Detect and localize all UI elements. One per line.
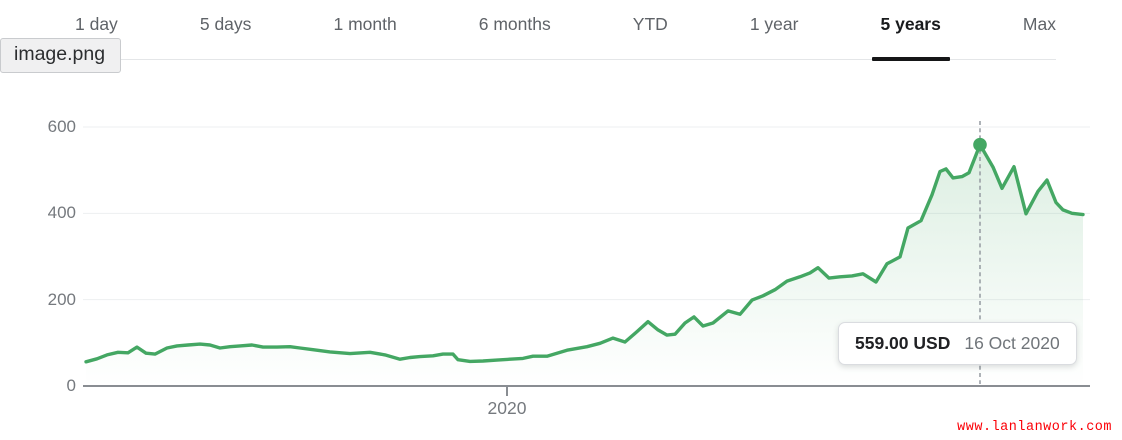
tab-1-month[interactable]: 1 month [333,14,397,34]
tooltip-date: 16 Oct 2020 [964,333,1060,353]
tooltip-price: 559.00 USD [855,333,951,353]
price-line [84,143,1085,364]
filename-label: image.png [14,43,106,65]
filename-overlay: image.png [0,38,122,73]
tab-max[interactable]: Max [1022,14,1056,34]
tab-1-day[interactable]: 1 day [75,14,118,34]
area-fill [86,144,1083,385]
x-axis-year-label: 2020 [487,398,527,418]
highlight-dot [973,137,987,152]
y-tick-label-200: 200 [47,289,76,309]
y-tick-label-400: 400 [47,203,76,223]
time-range-tabbar: 1 day 5 days 1 month 6 months YTD 1 year 5 yea… [75,0,1056,61]
y-tick-label-600: 600 [47,117,76,136]
tab-ytd[interactable]: YTD [632,14,668,34]
price-tooltip: 559.00 USD 16 Oct 2020 [838,322,1077,365]
tab-5-years[interactable]: 5 years [871,0,951,61]
y-tick-label-0: 0 [66,376,76,395]
tab-5-days[interactable]: 5 days [199,14,252,34]
tab-6-months[interactable]: 6 months [478,14,551,34]
tab-1-year[interactable]: 1 year [749,14,799,34]
watermark-text: www.lanlanwork.com [957,420,1112,435]
